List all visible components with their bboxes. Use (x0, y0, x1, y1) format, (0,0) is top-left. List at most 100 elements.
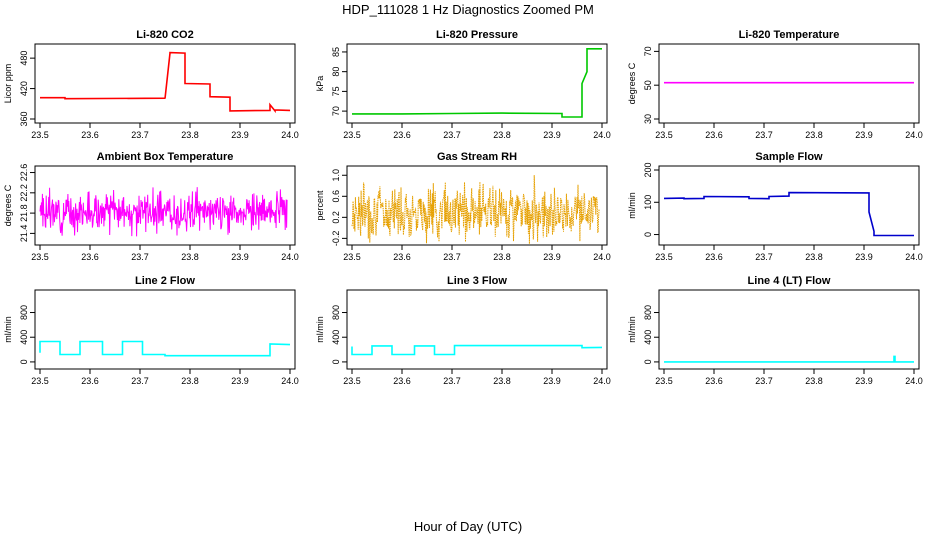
y-tick-label: 800 (19, 305, 29, 320)
x-tick-label: 23.7 (131, 252, 149, 262)
x-tick-label: 23.8 (493, 376, 511, 386)
y-tick-label: 21.4 (19, 225, 29, 243)
x-tick-label: 23.8 (805, 376, 823, 386)
x-tick-label: 23.5 (31, 252, 49, 262)
y-tick-label: 50 (643, 80, 653, 90)
y-tick-label: 800 (331, 305, 341, 320)
panel-title: Ambient Box Temperature (97, 151, 234, 163)
x-tick-label: 23.7 (443, 376, 461, 386)
y-tick-label: 80 (331, 67, 341, 77)
x-tick-label: 24.0 (281, 130, 299, 140)
series-line (351, 175, 600, 244)
y-axis-label: ml/min (3, 316, 13, 343)
x-tick-label: 24.0 (905, 252, 923, 262)
x-tick-label: 23.6 (705, 252, 723, 262)
y-tick-label: 200 (643, 162, 653, 177)
x-tick-label: 23.9 (231, 130, 249, 140)
y-tick-label: 420 (19, 81, 29, 96)
x-tick-label: 23.8 (493, 252, 511, 262)
x-tick-label: 23.5 (31, 130, 49, 140)
panel-frame (34, 165, 296, 246)
panel-title: Gas Stream RH (437, 151, 517, 163)
x-tick-label: 24.0 (905, 130, 923, 140)
y-tick-label: 22.6 (19, 164, 29, 182)
y-tick-label: -0.2 (331, 231, 341, 247)
y-tick-label: 1.0 (331, 169, 341, 182)
x-tick-label: 23.9 (855, 130, 873, 140)
y-axis-label: degrees C (3, 184, 13, 226)
panel-title: Li-820 Temperature (739, 29, 840, 41)
panel-5: Sample Flow ml/min 23.5 23.6 23.7 23.8 23.9 24.… (627, 151, 923, 262)
panel-2: Li-820 Temperature degrees C 23.5 23.6 23.7 2… (627, 29, 923, 140)
x-tick-label: 24.0 (593, 376, 611, 386)
x-tick-label: 23.6 (393, 376, 411, 386)
x-tick-label: 23.8 (805, 130, 823, 140)
y-tick-label: 0 (331, 359, 341, 364)
y-tick-label: 85 (331, 47, 341, 57)
panel-title: Li-820 Pressure (436, 29, 518, 41)
x-tick-label: 23.5 (655, 130, 673, 140)
panels-grid: Li-820 CO2 Licor ppm 23.5 23.6 23.7 23.8 23.9 2… (3, 29, 923, 386)
x-tick-label: 23.9 (855, 252, 873, 262)
y-tick-label: 21.8 (19, 204, 29, 222)
series-line (39, 187, 288, 237)
x-tick-label: 23.6 (705, 376, 723, 386)
y-axis-label: degrees C (627, 62, 637, 104)
y-tick-label: 480 (19, 51, 29, 66)
y-axis-label: ml/min (627, 192, 637, 219)
x-tick-label: 23.8 (181, 130, 199, 140)
x-tick-label: 23.7 (755, 130, 773, 140)
panel-frame (34, 43, 296, 124)
x-tick-label: 23.6 (81, 376, 99, 386)
y-axis-label: ml/min (315, 316, 325, 343)
x-tick-label: 23.6 (393, 252, 411, 262)
figure-title: HDP_111028 1 Hz Diagnostics Zoomed PM (342, 2, 594, 17)
panel-1: Li-820 Pressure kPa 23.5 23.6 23.7 23.8 23.9 24… (315, 29, 611, 140)
x-tick-label: 23.7 (443, 252, 461, 262)
x-tick-label: 23.9 (543, 130, 561, 140)
y-tick-label: 75 (331, 86, 341, 96)
x-tick-label: 24.0 (281, 252, 299, 262)
x-tick-label: 24.0 (593, 252, 611, 262)
x-tick-label: 23.7 (131, 376, 149, 386)
panel-4: Gas Stream RH percent 23.5 23.6 23.7 23.8 23.9… (315, 151, 611, 262)
x-tick-label: 23.9 (543, 252, 561, 262)
y-tick-label: 70 (331, 106, 341, 116)
x-tick-label: 24.0 (593, 130, 611, 140)
x-tick-label: 23.6 (705, 130, 723, 140)
series-line (664, 355, 914, 363)
panel-frame (658, 165, 920, 246)
y-tick-label: 800 (643, 305, 653, 320)
panel-frame (346, 165, 608, 246)
x-tick-label: 23.8 (181, 376, 199, 386)
series-line (352, 47, 602, 118)
y-axis-label: ml/min (627, 316, 637, 343)
y-axis-label: kPa (315, 76, 325, 92)
panel-frame (658, 43, 920, 124)
y-axis-label: Licor ppm (3, 64, 13, 104)
x-tick-label: 23.9 (231, 376, 249, 386)
panel-0: Li-820 CO2 Licor ppm 23.5 23.6 23.7 23.8 23.9 2… (3, 29, 299, 140)
y-tick-label: 0 (643, 232, 653, 237)
x-tick-label: 23.9 (543, 376, 561, 386)
y-axis-label: percent (315, 190, 325, 221)
figure-x-axis-label: Hour of Day (UTC) (414, 519, 522, 534)
series-line (351, 344, 603, 356)
x-tick-label: 23.6 (81, 130, 99, 140)
x-tick-label: 23.9 (855, 376, 873, 386)
x-tick-label: 23.5 (655, 252, 673, 262)
y-tick-label: 30 (643, 114, 653, 124)
y-tick-label: 0 (643, 359, 653, 364)
y-tick-label: 360 (19, 111, 29, 126)
x-tick-label: 23.5 (343, 130, 361, 140)
panel-title: Line 3 Flow (447, 275, 507, 287)
x-tick-label: 23.5 (343, 252, 361, 262)
panel-title: Line 4 (LT) Flow (748, 275, 831, 287)
x-tick-label: 23.5 (655, 376, 673, 386)
panel-frame (346, 43, 608, 124)
x-tick-label: 23.6 (393, 130, 411, 140)
y-tick-label: 100 (643, 195, 653, 210)
y-tick-label: 0.2 (331, 211, 341, 224)
panel-6: Line 2 Flow ml/min 23.5 23.6 23.7 23.8 23.9 24.… (3, 275, 299, 386)
